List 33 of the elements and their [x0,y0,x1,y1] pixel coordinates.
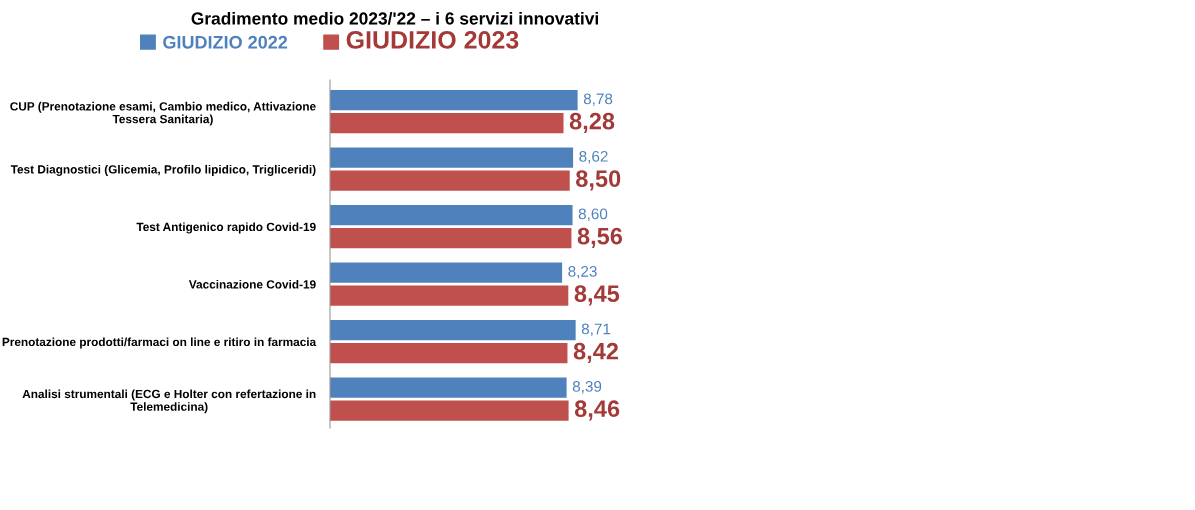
legend-label: GIUDIZIO 2023 [346,31,519,49]
bar [330,285,569,306]
data-label: 8,60 [578,208,608,222]
legend-label: GIUDIZIO 2022 [163,35,288,49]
bar [330,377,567,398]
data-label: 8,62 [579,150,608,164]
y-tick-label: CUP (Prenotazione esami, Cambio medico, Attivazione Tessera Sanitaria) [10,101,316,126]
bar [330,113,564,134]
y-tick-label: Analisi strumentali (ECG e Holter con refertazione in Telemedicina) [22,389,316,414]
data-label: 8,28 [569,112,615,133]
bar [330,147,574,168]
data-label: 8,39 [572,381,602,394]
y-tick-label: Test Antigenico rapido Covid-19 [136,222,316,234]
data-label: 8,71 [581,323,611,337]
bar [330,90,578,111]
bar [330,262,563,283]
data-label: 8,46 [574,400,620,421]
data-label: 8,78 [583,93,613,107]
y-tick-label: Vaccinazione Covid-19 [188,279,316,289]
y-tick-label: Test Diagnostici (Glicemia, Profilo lipidico, Trigliceridi) [10,164,316,176]
data-label: 8,56 [577,227,623,248]
chart-title: Gradimento medio 2023/'22 – i 6 servizi innovativi [191,11,598,25]
bar [330,343,568,364]
y-tick-label: Prenotazione prodotti/farmaci on line e ritiro in farmacia [2,337,317,349]
bar [330,228,572,249]
data-label: 8,23 [568,265,597,279]
data-label: 8,50 [576,170,621,191]
bar [330,205,573,226]
bar [330,320,576,341]
data-label: 8,45 [574,285,620,306]
data-label: 8,42 [573,342,619,363]
bar [330,170,570,191]
bar [330,400,569,421]
